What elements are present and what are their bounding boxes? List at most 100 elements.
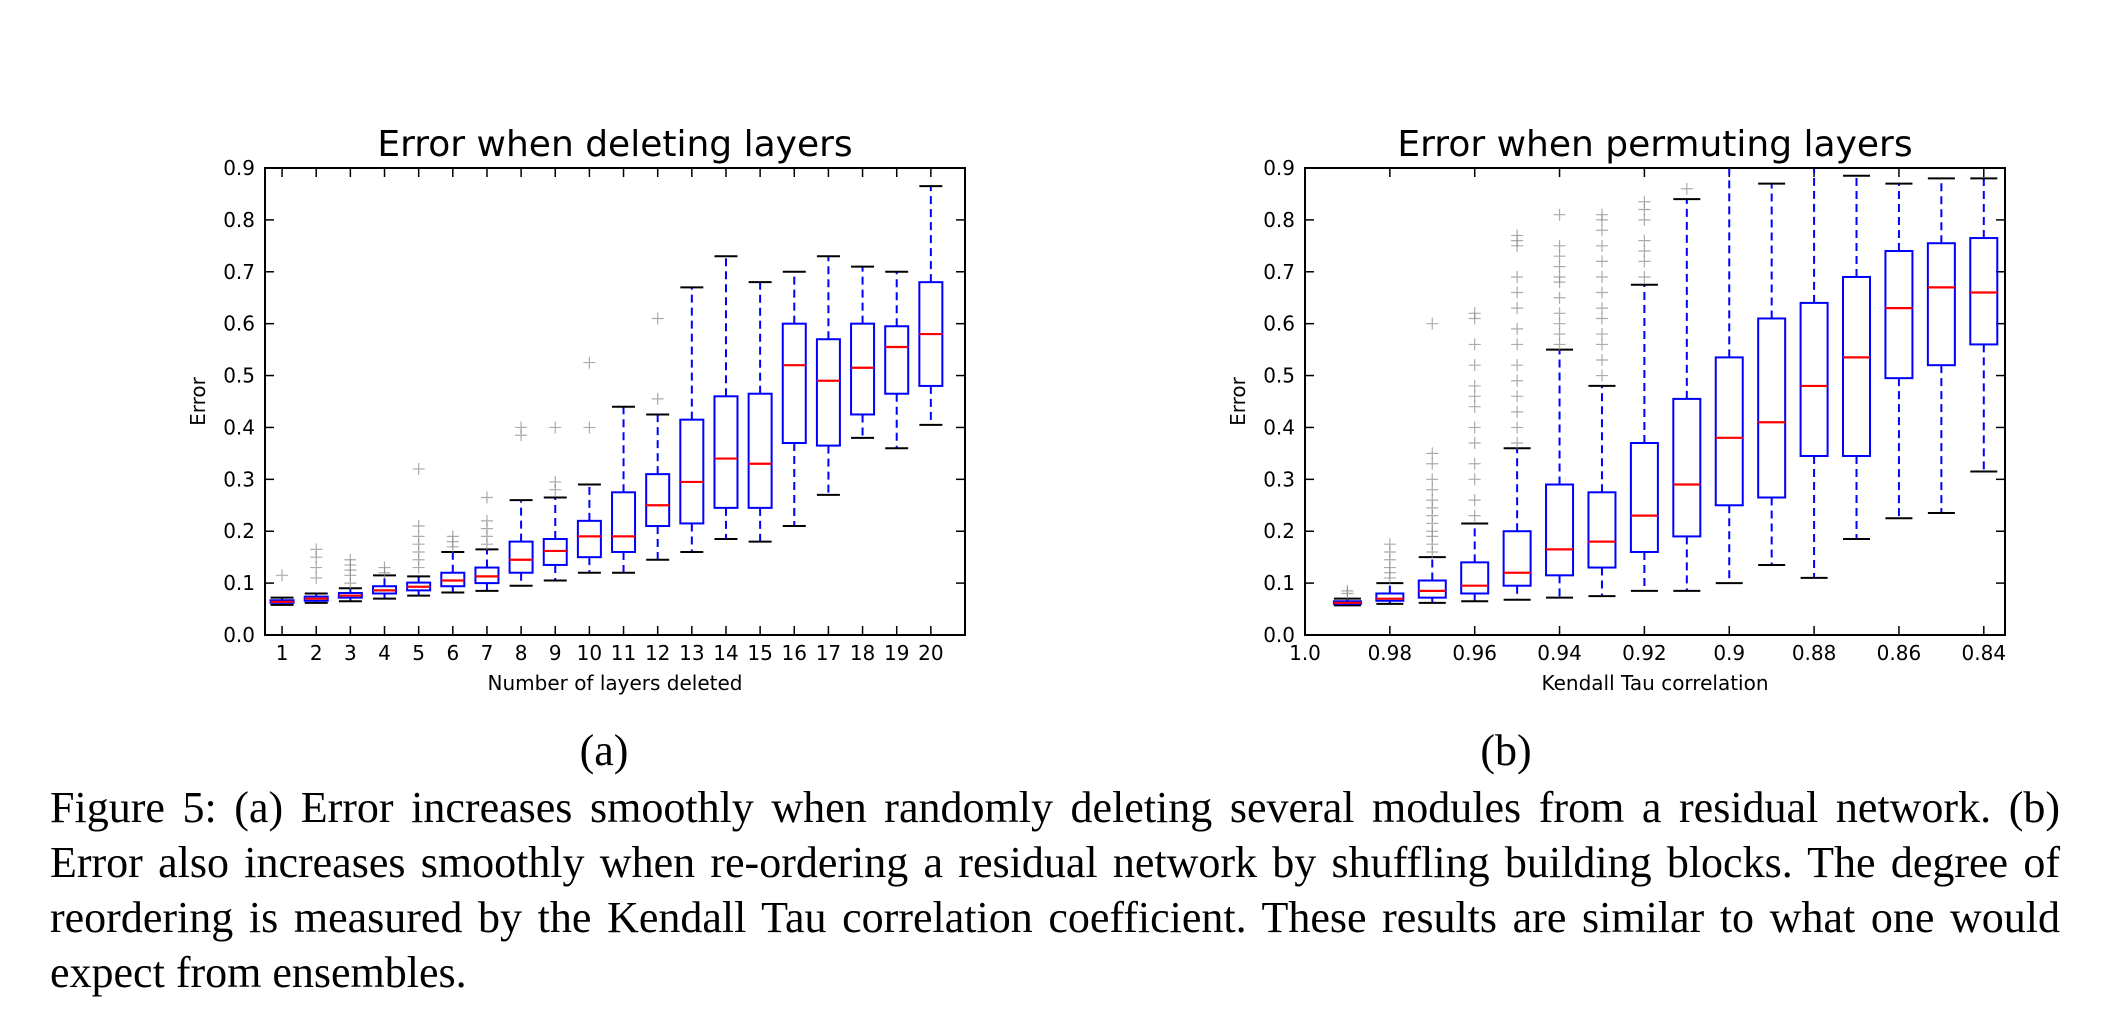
y-tick-label: 0.0 [223,623,255,647]
x-tick-label: 11 [611,641,636,665]
box-group [1926,177,1956,515]
box-group [1842,174,1872,541]
flier-marker [1638,270,1651,283]
y-tick-label: 0.1 [1263,571,1295,595]
flier-marker [412,462,425,475]
box-group [1672,182,1702,592]
flier-marker [1511,229,1524,242]
flier-marker [1426,317,1439,330]
y-tick-label: 0.2 [1263,519,1295,543]
y-tick-label: 0.9 [223,156,255,180]
plot-frame [264,167,966,636]
flier-marker [1595,286,1608,299]
box [576,519,602,559]
flier-marker [1553,338,1566,351]
y-tick-label: 0.3 [223,467,255,491]
box-group [372,561,398,600]
flier-marker [1468,494,1481,507]
y-tick-label: 0.7 [1263,260,1295,284]
x-axis-label: Kendall Tau correlation [1541,671,1768,695]
y-tick-label: 0.3 [1263,467,1295,491]
y-tick-label: 0.6 [223,312,255,336]
box-group [1502,229,1532,601]
flier-marker [1426,473,1439,486]
y-tick-label: 0.4 [1263,415,1295,439]
flier-marker [480,514,493,527]
chart-deleting-layers: Error when deleting layers 0.0 0.1 0.2 0.3 0.… [186,124,966,695]
flier-marker [1553,260,1566,273]
x-tick-label: 12 [645,641,670,665]
box-group [645,312,671,561]
x-tick-label: 3 [344,641,357,665]
box [884,325,910,395]
box [713,395,739,509]
flier-marker [1468,307,1481,320]
flier-marker [1553,208,1566,221]
box-group [1714,168,1744,585]
x-tick-label: 7 [481,641,494,665]
box [1714,356,1744,507]
flier-marker [1638,234,1651,247]
flier-marker [1595,255,1608,268]
box-group [269,569,295,606]
flier-marker [1638,213,1651,226]
flier-marker [1553,250,1566,263]
x-tick-label: 4 [378,641,391,665]
box [1417,579,1447,599]
flier-marker [549,475,562,488]
flier-marker [549,421,562,434]
flier-marker [1468,390,1481,403]
box-group [1969,177,1999,473]
x-tick-label: 19 [884,641,909,665]
x-tick-label: 0.84 [1962,641,2007,665]
flier-marker [310,543,323,556]
flier-marker [446,530,459,543]
flier-marker [1511,338,1524,351]
flier-marker [1553,328,1566,341]
flier-marker [412,530,425,543]
box [1587,491,1617,569]
box [1460,561,1490,595]
chart-title: Error when permuting layers [1397,124,1912,165]
box [1375,592,1405,602]
box-group [303,543,329,604]
x-axis-label: Number of layers deleted [488,671,743,695]
flier-marker [1511,405,1524,418]
flier-marker [1595,239,1608,252]
x-tick-label: 0.88 [1792,641,1837,665]
box-group [1757,182,1787,566]
box [850,322,876,416]
box-group [611,405,637,574]
box [1757,317,1787,499]
flier-marker [276,569,289,582]
box [1884,250,1914,380]
box [1926,242,1956,367]
flier-marker [1511,421,1524,434]
y-tick-label: 0.7 [223,260,255,284]
flier-marker [1595,328,1608,341]
box [781,322,807,445]
box-group [1799,168,1829,579]
box-group [406,462,432,597]
box-group [1587,208,1617,598]
flier-marker [1426,447,1439,460]
x-tick-label: 20 [918,641,943,665]
flier-marker [1595,302,1608,315]
x-tick-label: 0.94 [1537,641,1582,665]
flier-marker [1468,400,1481,413]
flier-marker [1553,239,1566,252]
x-tick-label: 10 [577,641,602,665]
box [815,338,841,447]
flier-marker [1553,317,1566,330]
x-tick-label: 18 [850,641,875,665]
x-tick-label: 17 [816,641,841,665]
x-tick-label: 0.9 [1713,641,1745,665]
y-tick-label: 0.5 [1263,364,1295,388]
box-group [440,530,466,594]
box-group [884,270,910,450]
y-axis-label: Error [186,376,210,426]
box-group [576,356,602,574]
flier-marker [1595,353,1608,366]
box [1502,530,1532,587]
